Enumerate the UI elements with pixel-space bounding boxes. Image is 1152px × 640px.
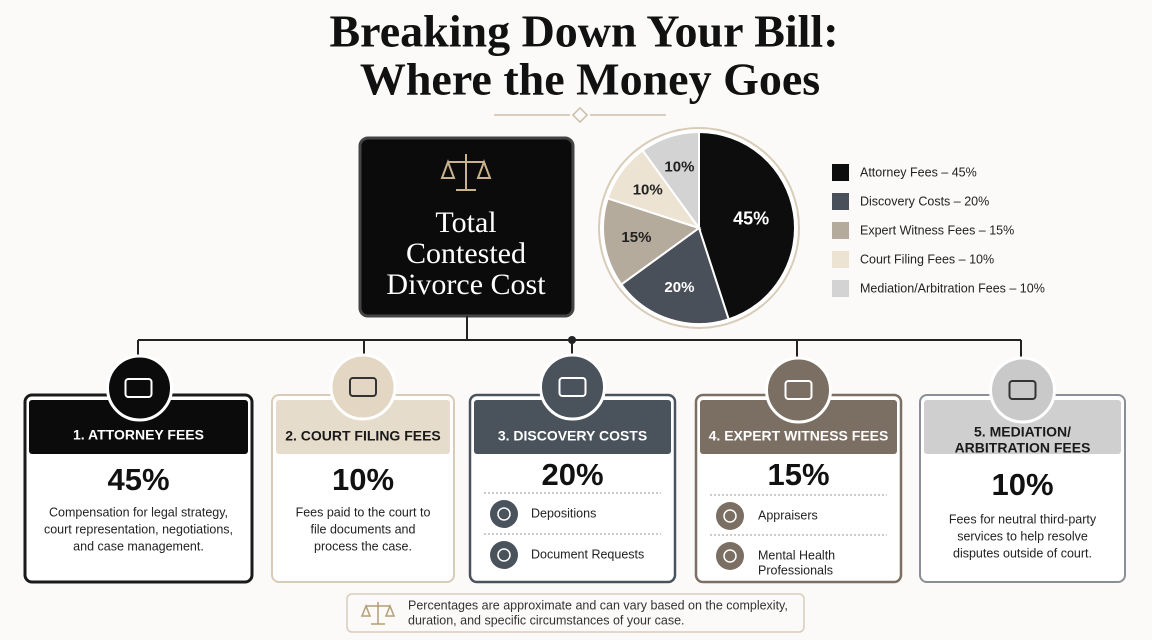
footnote-icon bbox=[360, 602, 396, 625]
card-title: ARBITRATION FEES bbox=[955, 440, 1091, 456]
slice-label: 10% bbox=[633, 182, 663, 199]
divider-diamond bbox=[571, 106, 589, 124]
card-description: court representation, negotiations, bbox=[44, 522, 233, 536]
item-label: Professionals bbox=[758, 563, 833, 577]
item-label: Mental Health bbox=[758, 548, 835, 562]
item-icon-glyph bbox=[723, 549, 737, 563]
item-icon-glyph bbox=[497, 507, 511, 521]
legend-label: Attorney Fees – 45% bbox=[860, 165, 977, 179]
card-icon bbox=[765, 356, 832, 424]
card-title: 2. COURT FILING FEES bbox=[285, 428, 441, 444]
card-title: 4. EXPERT WITNESS FEES bbox=[709, 428, 889, 444]
footnote-box bbox=[346, 593, 805, 633]
title-line: Where the Money Goes bbox=[360, 54, 820, 105]
slice-label: 15% bbox=[621, 229, 651, 246]
legend-swatch bbox=[832, 251, 849, 268]
card-icon bbox=[106, 354, 173, 422]
card-header bbox=[29, 400, 248, 454]
legend-label: Mediation/Arbitration Fees – 10% bbox=[860, 281, 1045, 295]
connectors bbox=[137, 316, 1022, 358]
card-description: Compensation for legal strategy, bbox=[49, 505, 228, 519]
card-title: 1. ATTORNEY FEES bbox=[73, 427, 204, 443]
card-header bbox=[700, 400, 897, 454]
item-icon-glyph bbox=[723, 509, 737, 523]
card-description: process the case. bbox=[314, 539, 412, 553]
card-percent: 10% bbox=[991, 467, 1053, 502]
card-percent: 45% bbox=[107, 462, 169, 497]
scales-icon bbox=[440, 154, 492, 191]
item-label: Appraisers bbox=[758, 508, 818, 522]
legend-swatch bbox=[832, 222, 849, 239]
card-title: 3. DISCOVERY COSTS bbox=[498, 428, 647, 444]
item-label: Depositions bbox=[531, 506, 596, 520]
connector-dot bbox=[568, 336, 576, 344]
legend-swatch bbox=[832, 193, 849, 210]
pie-slice bbox=[698, 130, 796, 321]
card-description: Fees for neutral third-party bbox=[949, 512, 1097, 526]
item-label: Document Requests bbox=[531, 547, 644, 561]
card-icon bbox=[539, 353, 606, 421]
card-icon bbox=[329, 353, 397, 421]
center-text: Total bbox=[435, 206, 496, 239]
card-percent: 10% bbox=[332, 462, 394, 497]
legend-swatch bbox=[832, 280, 849, 297]
card-description: services to help resolve bbox=[957, 529, 1088, 543]
card-percent: 15% bbox=[767, 457, 829, 492]
card-description: file documents and bbox=[311, 522, 416, 536]
legend-label: Court Filing Fees – 10% bbox=[860, 252, 994, 266]
item-icon bbox=[490, 541, 518, 569]
slice-label: 10% bbox=[664, 159, 694, 176]
card-icon-glyph bbox=[784, 380, 813, 400]
card-header bbox=[474, 400, 671, 454]
pie-slice bbox=[619, 226, 730, 325]
legend-label: Expert Witness Fees – 15% bbox=[860, 223, 1014, 237]
title-line: Breaking Down Your Bill: bbox=[329, 6, 838, 57]
card-icon-glyph bbox=[124, 378, 153, 398]
footnote: duration, and specific circumstances of … bbox=[408, 613, 685, 627]
item-icon-glyph bbox=[497, 548, 511, 562]
pie-slice bbox=[641, 130, 700, 232]
item-icon bbox=[716, 542, 744, 570]
pie-slice bbox=[602, 197, 702, 286]
card-header bbox=[924, 400, 1121, 454]
card-description: Fees paid to the court to bbox=[296, 505, 431, 519]
card-icon bbox=[989, 356, 1056, 424]
center-text: Divorce Cost bbox=[386, 268, 546, 301]
card-icon-glyph bbox=[1008, 380, 1037, 400]
legend-swatch bbox=[832, 164, 849, 181]
card-title: 5. MEDIATION/ bbox=[974, 424, 1071, 440]
center-text: Contested bbox=[406, 237, 526, 270]
slice-label: 45% bbox=[733, 208, 769, 228]
card-percent: 20% bbox=[541, 457, 603, 492]
card-header bbox=[276, 400, 450, 454]
item-icon bbox=[716, 502, 744, 530]
item-icon bbox=[490, 500, 518, 528]
legend-label: Discovery Costs – 20% bbox=[860, 194, 989, 208]
footnote: Percentages are approximate and can vary… bbox=[408, 598, 788, 612]
slice-label: 20% bbox=[664, 279, 694, 296]
card-icon-glyph bbox=[349, 377, 377, 397]
card-description: and case management. bbox=[73, 539, 204, 553]
card-description: disputes outside of court. bbox=[953, 546, 1092, 560]
card-icon-glyph bbox=[558, 377, 587, 397]
